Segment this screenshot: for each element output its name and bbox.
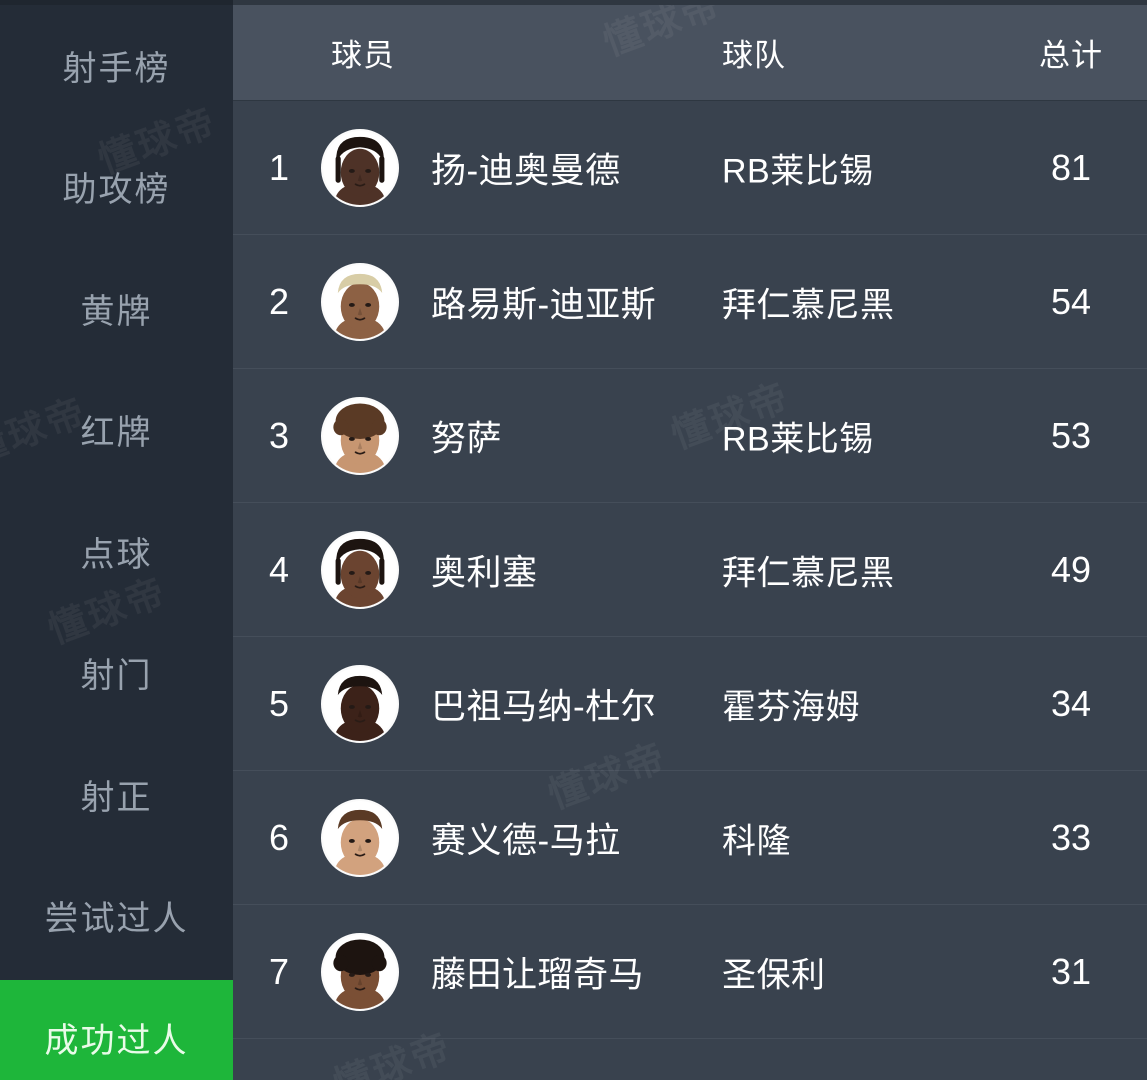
table-row[interactable]: 4 奥利塞 拜仁慕尼黑 49 <box>233 503 1147 637</box>
avatar-photo <box>323 666 397 741</box>
player-name[interactable]: 赛义德-马拉 <box>431 821 621 860</box>
player-avatar <box>321 262 399 341</box>
sidebar-item-0[interactable]: 射手榜 <box>0 8 233 123</box>
player-name[interactable]: 路易斯-迪亚斯 <box>431 285 657 324</box>
sidebar-item-3[interactable]: 红牌 <box>0 372 233 487</box>
sidebar-item-4[interactable]: 点球 <box>0 494 233 609</box>
player-name[interactable]: 奥利塞 <box>431 553 538 592</box>
row-rank: 3 <box>269 414 290 456</box>
player-name[interactable]: 巴祖马纳-杜尔 <box>431 687 657 726</box>
column-header-total[interactable]: 总计 <box>1039 38 1103 73</box>
sidebar-item-label: 射手榜 <box>62 49 171 88</box>
top-edge-strip-right <box>233 0 1147 5</box>
team-name[interactable]: RB莱比锡 <box>722 152 874 190</box>
team-name[interactable]: 霍芬海姆 <box>722 688 860 726</box>
sidebar-item-2[interactable]: 黄牌 <box>0 251 233 366</box>
team-name[interactable]: 拜仁慕尼黑 <box>722 286 895 324</box>
table-header-row: 球员 球队 总计 <box>233 5 1147 101</box>
total-value: 33 <box>1050 816 1092 858</box>
player-avatar <box>321 664 399 743</box>
sidebar-item-label: 红牌 <box>80 414 153 452</box>
player-avatar <box>321 128 399 207</box>
avatar-photo <box>323 398 397 473</box>
total-value: 54 <box>1050 280 1092 322</box>
player-avatar <box>321 530 399 609</box>
sidebar-item-label: 黄牌 <box>80 292 153 331</box>
sidebar-item-8[interactable]: 成功过人 <box>0 979 233 1080</box>
sidebar-item-7[interactable]: 尝试过人 <box>0 858 233 973</box>
sidebar-item-label: 射正 <box>80 778 153 817</box>
avatar-photo <box>323 130 397 205</box>
player-name[interactable]: 扬-迪奥曼德 <box>431 151 621 190</box>
team-name[interactable]: 拜仁慕尼黑 <box>722 554 895 592</box>
row-rank: 7 <box>269 950 290 992</box>
sidebar-item-5[interactable]: 射门 <box>0 615 233 730</box>
sidebar-nav: 射手榜助攻榜黄牌红牌点球射门射正尝试过人成功过人 <box>0 0 233 1080</box>
team-name[interactable]: RB莱比锡 <box>722 420 874 458</box>
avatar-photo <box>323 264 397 339</box>
table-row[interactable]: 7 藤田让瑠奇马 圣保利 31 <box>233 905 1147 1039</box>
table-row[interactable]: 5 巴祖马纳-杜尔 霍芬海姆 34 <box>233 637 1147 771</box>
sidebar-item-label: 成功过人 <box>44 1021 189 1060</box>
avatar-photo <box>323 934 397 1009</box>
column-header-player[interactable]: 球员 <box>331 38 395 73</box>
sidebar-item-label: 点球 <box>80 535 153 574</box>
player-avatar <box>321 396 399 475</box>
sidebar-item-1[interactable]: 助攻榜 <box>0 129 233 244</box>
sidebar-item-label: 尝试过人 <box>44 900 189 938</box>
player-avatar <box>321 798 399 877</box>
row-rank: 4 <box>269 548 290 590</box>
avatar-photo <box>323 800 397 875</box>
row-rank: 6 <box>269 816 290 858</box>
player-name[interactable]: 努萨 <box>431 419 503 458</box>
row-rank: 1 <box>269 146 290 188</box>
table-body: 1 扬-迪奥曼德 RB莱比锡 81 2 路易斯-迪亚斯 拜仁慕尼黑 54 3 努萨 RB莱比锡 53 4… <box>233 101 1147 1039</box>
table-row[interactable]: 1 扬-迪奥曼德 RB莱比锡 81 <box>233 101 1147 235</box>
column-header-team[interactable]: 球队 <box>722 38 786 73</box>
row-rank: 2 <box>269 280 290 322</box>
total-value: 34 <box>1050 682 1092 724</box>
total-value: 49 <box>1050 548 1092 590</box>
leaderboard-table: 球员 球队 总计 1 扬-迪奥曼德 RB莱比锡 81 2 路易斯-迪亚斯 拜仁慕尼黑 54 3 努… <box>233 0 1147 1080</box>
table-row[interactable]: 3 努萨 RB莱比锡 53 <box>233 369 1147 503</box>
total-value: 31 <box>1050 950 1092 992</box>
team-name[interactable]: 圣保利 <box>722 956 826 994</box>
table-row[interactable]: 2 路易斯-迪亚斯 拜仁慕尼黑 54 <box>233 235 1147 369</box>
avatar-photo <box>323 532 397 607</box>
team-name[interactable]: 科隆 <box>722 822 791 860</box>
player-avatar <box>321 932 399 1011</box>
table-row[interactable]: 6 赛义德-马拉 科隆 33 <box>233 771 1147 905</box>
sidebar-item-6[interactable]: 射正 <box>0 737 233 852</box>
total-value: 81 <box>1050 146 1092 188</box>
total-value: 53 <box>1050 414 1092 456</box>
player-name[interactable]: 藤田让瑠奇马 <box>431 955 645 994</box>
sidebar-item-label: 射门 <box>80 657 153 695</box>
sidebar-item-label: 助攻榜 <box>62 171 171 209</box>
row-rank: 5 <box>269 682 290 724</box>
